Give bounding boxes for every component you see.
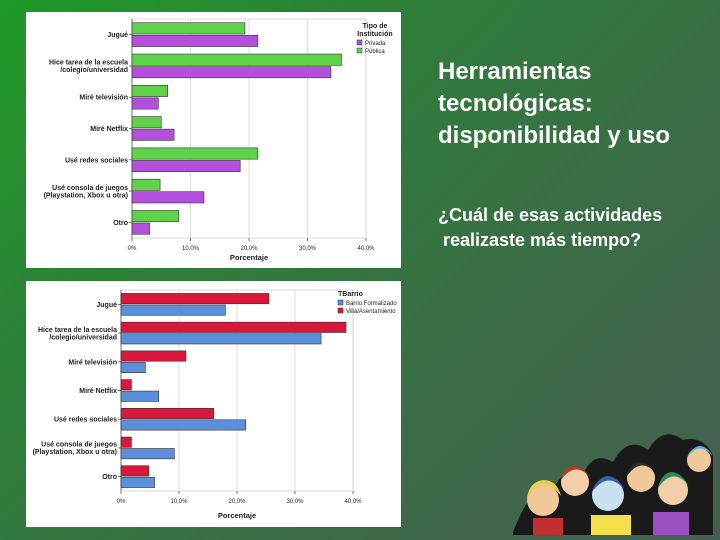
- chart-barrio: 0% 10,0% 20,0% 30,0% 40,0% Jugué Hice tarea de…: [33, 289, 397, 520]
- bar: [131, 191, 205, 204]
- bar: [120, 419, 246, 431]
- slide-title-line: tecnológicas:: [438, 90, 593, 117]
- bar: [131, 22, 246, 35]
- bar: [131, 116, 162, 129]
- x-tick-label: 10,0%: [170, 499, 188, 505]
- bar: [131, 128, 175, 141]
- category-label: Miré televisión: [79, 95, 128, 102]
- x-tick-label: 30,0%: [299, 246, 317, 252]
- category-label: Usé redes sociales: [54, 417, 117, 424]
- bar: [120, 476, 155, 488]
- bar: [131, 97, 159, 110]
- category-label: Hice tarea de la escuela/colegio/univers…: [38, 327, 117, 342]
- chart-institution: 0% 10,0% 20,0% 30,0% 40,0% Jugué Hice tarea de…: [44, 18, 393, 262]
- category-label: Miré Netflix: [79, 388, 117, 395]
- chart-panel-institution: 0% 10,0% 20,0% 30,0% 40,0% Jugué Hice tarea de…: [26, 12, 401, 268]
- legend-label: Privada: [365, 41, 386, 47]
- category-label: Usé redes sociales: [65, 157, 128, 164]
- category-label: Hice tarea de la escuela/colegio/univers…: [49, 60, 128, 75]
- bar: [120, 436, 132, 448]
- slide-question-line: realizaste más tiempo?: [438, 230, 642, 250]
- students-illustration: [513, 434, 713, 535]
- legend-title: TBarrio: [338, 291, 363, 298]
- bar: [131, 34, 259, 47]
- bar: [131, 66, 332, 79]
- legend-title: Tipo de Institución: [357, 23, 392, 38]
- x-axis-label: Porcentaje: [218, 511, 256, 520]
- bar: [120, 408, 215, 419]
- x-tick-label: 30,0%: [286, 499, 304, 505]
- students-illustration-art: [513, 434, 713, 535]
- bar: [120, 465, 150, 477]
- legend-label: Barrio Formalizado: [346, 301, 397, 307]
- category-label: Jugué: [107, 32, 128, 39]
- slide-question-line: ¿Cuál de esas actividades: [438, 205, 663, 225]
- legend-swatch: [337, 307, 344, 314]
- x-tick-label: 20,0%: [240, 246, 258, 252]
- x-tick-label: 20,0%: [228, 499, 246, 505]
- category-label: Miré televisión: [68, 359, 117, 366]
- x-tick-label: 0%: [128, 246, 137, 252]
- x-tick-label: 0%: [117, 499, 126, 505]
- bar: [131, 160, 241, 172]
- bar: [131, 85, 168, 97]
- bar: [120, 350, 187, 362]
- category-label: Jugué: [96, 302, 117, 309]
- bar: [131, 53, 342, 66]
- bar: [120, 321, 347, 333]
- legend-swatch: [337, 299, 344, 306]
- bar: [120, 379, 132, 391]
- category-label: Otro: [113, 220, 128, 227]
- slide-question: ¿Cuál de esas actividades realizaste más…: [438, 203, 713, 253]
- x-tick-label: 10,0%: [182, 246, 200, 252]
- bar: [120, 304, 226, 316]
- legend-label: Pública: [365, 49, 385, 55]
- legend-swatch: [356, 39, 363, 46]
- x-tick-label: 40,0%: [357, 246, 375, 252]
- legend-label: Villa/Asentamiento: [346, 309, 396, 315]
- slide-title: Herramientas tecnológicas: disponibilida…: [438, 56, 713, 152]
- slide-title-line: disponibilidad y uso: [438, 122, 671, 149]
- bar: [120, 390, 160, 402]
- category-label: Usé consola de juegos (Playstation, Xbox …: [33, 442, 118, 457]
- category-label: Miré Netflix: [90, 126, 128, 133]
- bar: [120, 448, 175, 460]
- legend-swatch: [356, 47, 363, 54]
- chart-panel-barrio: 0% 10,0% 20,0% 30,0% 40,0% Jugué Hice tarea de…: [26, 281, 401, 527]
- x-axis-label: Porcentaje: [230, 253, 268, 262]
- x-tick-label: 40,0%: [344, 499, 362, 505]
- bar: [131, 210, 180, 223]
- slide-title-line: Herramientas: [438, 58, 592, 85]
- bar: [131, 147, 259, 160]
- category-label: Otro: [102, 474, 117, 481]
- bar: [120, 362, 146, 373]
- bar: [120, 293, 270, 305]
- bar: [131, 222, 150, 235]
- category-label: Usé consola de juegos (Playstation, Xbox …: [44, 185, 129, 200]
- bar: [131, 178, 161, 191]
- bar: [120, 333, 322, 345]
